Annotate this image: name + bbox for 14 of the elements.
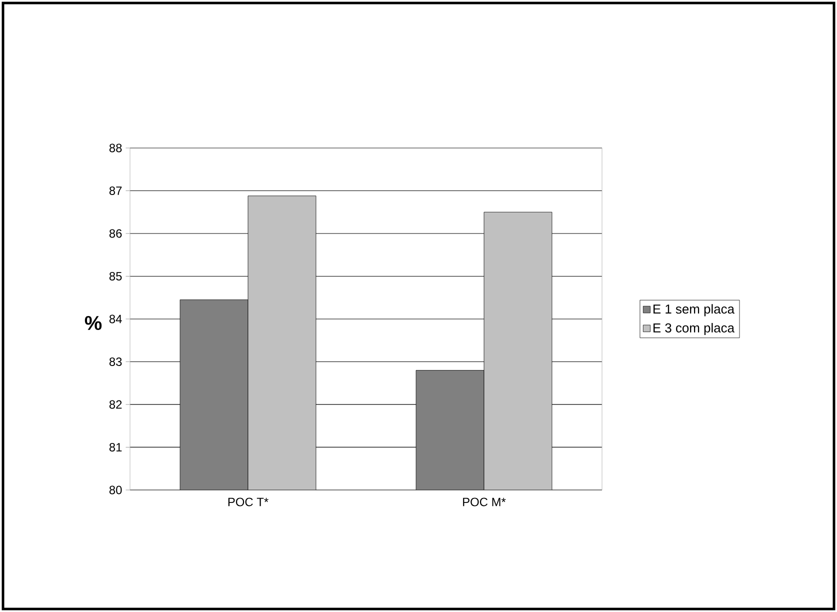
y-tick-label: 82 <box>109 400 122 409</box>
x-tick-label: POC T* <box>228 498 268 506</box>
x-tick-label: POC M* <box>463 498 506 506</box>
legend-label: E 3 com placa <box>654 322 734 336</box>
y-axis-title: % <box>84 316 102 330</box>
y-tick-label: 81 <box>109 443 122 452</box>
legend-label: E 1 sem placa <box>654 304 734 316</box>
y-tick-label: 85 <box>109 272 122 280</box>
y-tick-label: 86 <box>109 229 122 238</box>
y-tick-label: 87 <box>109 186 122 195</box>
y-tick-label: 83 <box>109 358 122 366</box>
y-tick-label: 80 <box>109 486 122 494</box>
y-tick-label: 88 <box>109 144 122 152</box>
y-tick-label: 84 <box>109 314 122 324</box>
